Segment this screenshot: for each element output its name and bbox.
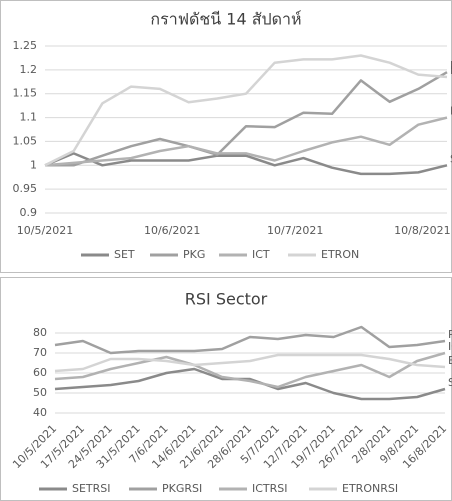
end-label: PKG — [450, 59, 452, 72]
y-tick-label: 1.15 — [13, 87, 38, 100]
x-tick-label: 10/8/2021 — [394, 224, 450, 237]
x-tick-label: 10/6/2021 — [144, 224, 200, 237]
legend-label: PKGRSI — [162, 482, 202, 495]
legend-label: SETRSI — [72, 482, 111, 495]
legend-label: ICT — [252, 248, 270, 261]
y-tick-label: 1.25 — [13, 39, 38, 52]
chart-title: RSI Sector — [185, 290, 268, 309]
y-tick-label: 1.05 — [13, 134, 38, 147]
y-tick-label: 0.9 — [20, 206, 38, 219]
x-tick-label: 10/7/2021 — [267, 224, 323, 237]
y-tick-label: 80 — [33, 326, 47, 339]
y-tick-label: 0.95 — [13, 182, 38, 195]
end-label: ICTR — [448, 340, 452, 353]
end-label: SE — [450, 152, 452, 165]
series-line — [44, 116, 448, 167]
series-line — [54, 351, 446, 389]
legend-label: ICTRSI — [252, 482, 288, 495]
end-label: SETRS — [448, 376, 452, 389]
series-line — [44, 152, 448, 176]
y-tick-label: 1.2 — [20, 63, 38, 76]
series-line — [54, 325, 446, 355]
legend-label: SET — [114, 248, 135, 261]
series-line — [54, 353, 446, 373]
chart-title: กราฟดัชนี 14 สัปดาห์ — [150, 10, 301, 29]
y-tick-label: 1 — [30, 158, 37, 171]
panel — [0, 277, 452, 501]
legend-label: ETRON — [321, 248, 359, 261]
legend-label: PKG — [183, 248, 205, 261]
legend-label: ETRONRSI — [342, 482, 398, 495]
end-label: PKGRS — [448, 328, 452, 341]
series-line — [45, 71, 448, 167]
end-label: ETRONRS — [448, 354, 452, 367]
y-tick-label: 50 — [33, 386, 47, 399]
y-tick-label: 60 — [33, 366, 47, 379]
y-tick-label: 70 — [33, 346, 47, 359]
y-tick-label: 40 — [33, 406, 47, 419]
end-label: ETRO — [450, 64, 452, 77]
end-label: IC — [450, 105, 452, 118]
x-tick-label: 10/5/2021 — [17, 224, 73, 237]
y-tick-label: 1.1 — [20, 111, 38, 124]
series-line — [54, 367, 446, 401]
series-line — [44, 54, 448, 167]
